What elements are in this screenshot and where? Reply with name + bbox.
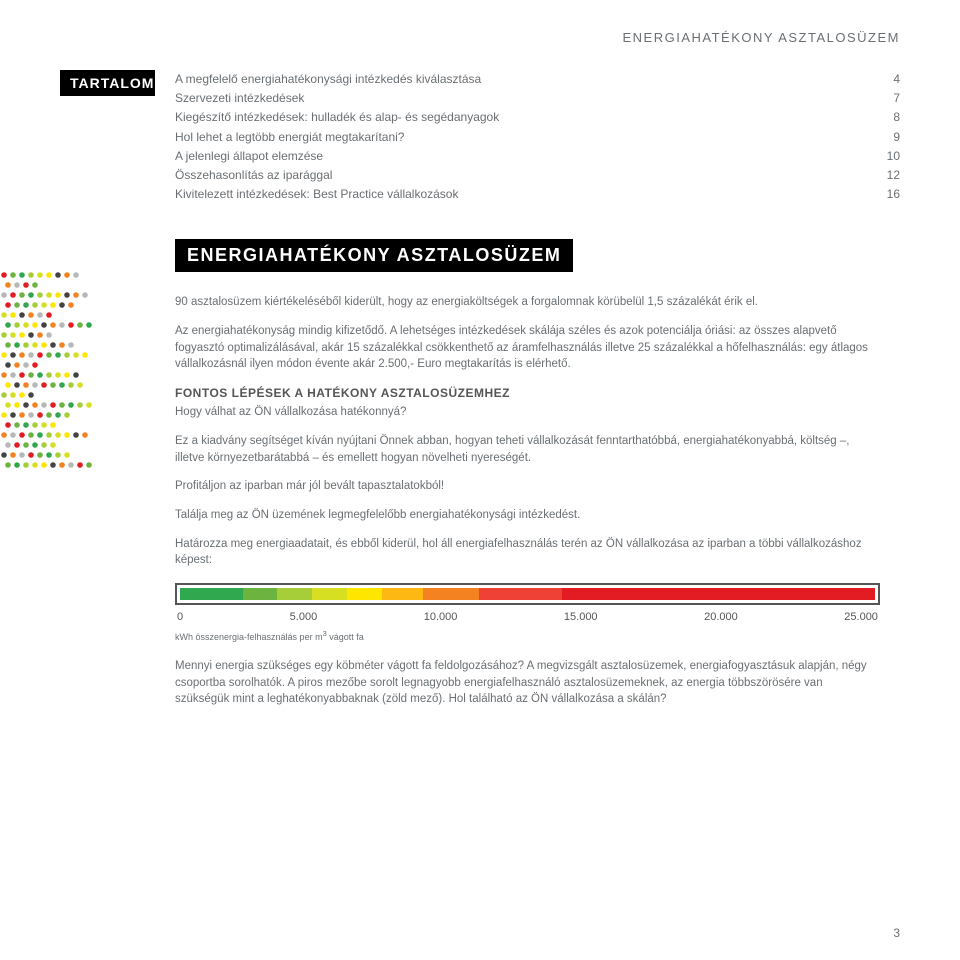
scale-tick-label: 15.000 <box>564 611 598 623</box>
scale-segment <box>312 588 347 600</box>
paragraph: Mennyi energia szükséges egy köbméter vá… <box>175 658 880 708</box>
scale-segment <box>479 588 562 600</box>
scale-segment <box>180 588 243 600</box>
scale-tick-label: 5.000 <box>290 611 318 623</box>
scale-ticks: 0 5.000 10.000 15.000 20.000 25.000 <box>175 611 880 623</box>
scale-bar <box>175 583 880 605</box>
scale-segment <box>277 588 312 600</box>
scale-tick-label: 25.000 <box>844 611 878 623</box>
page-title: ENERGIAHATÉKONY ASZTALOSÜZEM <box>175 239 573 272</box>
scale-caption: kWh összenergia-felhasználás per m3 vágo… <box>175 629 880 642</box>
scale-tick-label: 10.000 <box>424 611 458 623</box>
scale-tick-label: 0 <box>177 611 183 623</box>
section-heading: FONTOS LÉPÉSEK A HATÉKONY ASZTALOSÜZEMHE… <box>175 385 880 402</box>
paragraph: Határozza meg energiaadatait, és ebből k… <box>175 536 880 569</box>
scale-segment <box>382 588 424 600</box>
toc-item: Összehasonlítás az iparággal12 <box>175 166 900 185</box>
toc-item: A megfelelő energiahatékonysági intézked… <box>175 70 900 89</box>
page-number: 3 <box>893 926 900 940</box>
section-subheading: Hogy válhat az ÖN vállalkozása hatékonny… <box>175 404 880 421</box>
scale-segment <box>347 588 382 600</box>
paragraph: Profitáljon az iparban már jól bevált ta… <box>175 478 880 495</box>
scale-tick-label: 20.000 <box>704 611 738 623</box>
paragraph: Találja meg az ÖN üzemének legmegfelelőb… <box>175 507 880 524</box>
toc-item: Szervezeti intézkedések7 <box>175 89 900 108</box>
scale-segment <box>562 588 875 600</box>
scale-segment <box>243 588 278 600</box>
scale-segment <box>423 588 479 600</box>
paragraph: Az energiahatékonyság mindig kifizetődő.… <box>175 323 880 373</box>
toc-item: Hol lehet a legtöbb energiát megtakaríta… <box>175 128 900 147</box>
toc-list: A megfelelő energiahatékonysági intézked… <box>175 70 900 204</box>
toc-item: A jelenlegi állapot elemzése10 <box>175 147 900 166</box>
decorative-dots <box>0 270 115 470</box>
paragraph: Ez a kiadvány segítséget kíván nyújtani … <box>175 433 880 466</box>
energy-scale-chart: 0 5.000 10.000 15.000 20.000 25.000 kWh össze… <box>175 583 880 642</box>
paragraph: 90 asztalosüzem kiértékeléséből kiderült… <box>175 294 880 311</box>
toc-item: Kivitelezett intézkedések: Best Practice… <box>175 185 900 204</box>
toc-heading: TARTALOM <box>60 70 155 96</box>
toc-item: Kiegészítő intézkedések: hulladék és ala… <box>175 108 900 127</box>
page-header: ENERGIAHATÉKONY ASZTALOSÜZEM <box>60 30 900 45</box>
